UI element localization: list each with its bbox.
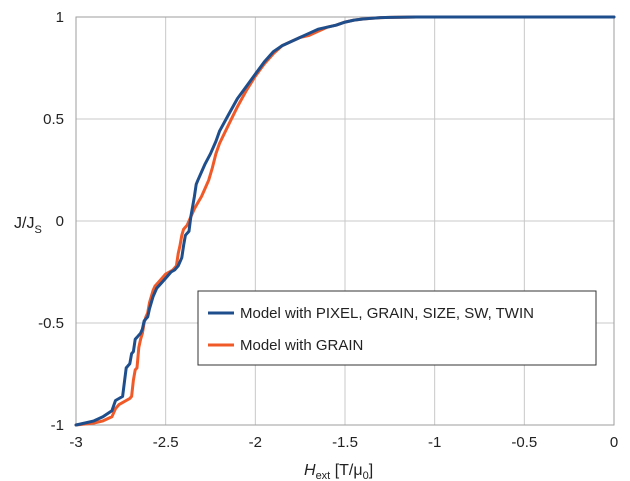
y-tick-label: -1	[51, 417, 64, 434]
x-axis-label-sub: ext	[316, 470, 331, 481]
legend-label-series-2: Model with GRAIN	[240, 337, 363, 354]
tick-labels: -3 -2.5 -2 -1.5 -1 -0.5 0 -1 -0.5 0 0.5 1	[38, 9, 618, 451]
x-tick-label: -2	[249, 434, 262, 451]
x-tick-label: -1	[428, 434, 441, 451]
y-tick-label: 0.5	[43, 111, 64, 128]
x-tick-label: -2.5	[153, 434, 179, 451]
x-axis-label-sub2: 0	[363, 470, 369, 481]
series-line-1	[74, 15, 616, 427]
x-tick-label: -0.5	[511, 434, 537, 451]
y-tick-label: 1	[56, 9, 64, 26]
y-tick-label: -0.5	[38, 315, 64, 332]
x-tick-label: -1.5	[332, 434, 358, 451]
x-axis-label-close: ]	[369, 462, 373, 479]
y-tick-label: 0	[56, 213, 64, 230]
plot-frame	[75, 16, 615, 426]
legend-label-series-1: Model with PIXEL, GRAIN, SIZE, SW, TWIN	[240, 305, 534, 322]
legend: Model with PIXEL, GRAIN, SIZE, SW, TWIN …	[197, 290, 597, 366]
x-tick-label: 0	[610, 434, 618, 451]
y-axis-label-sub: S	[34, 224, 41, 236]
y-axis-label-main: J/J	[14, 215, 34, 232]
x-axis-label: Hext [T/μ0]	[304, 462, 373, 481]
legend-box	[197, 290, 597, 366]
x-tick-label: -3	[69, 434, 82, 451]
x-axis-label-rest: [T/μ	[330, 462, 362, 479]
x-axis-label-main: H	[304, 462, 316, 479]
y-axis-label: J/JS	[14, 215, 42, 236]
series	[74, 15, 616, 427]
